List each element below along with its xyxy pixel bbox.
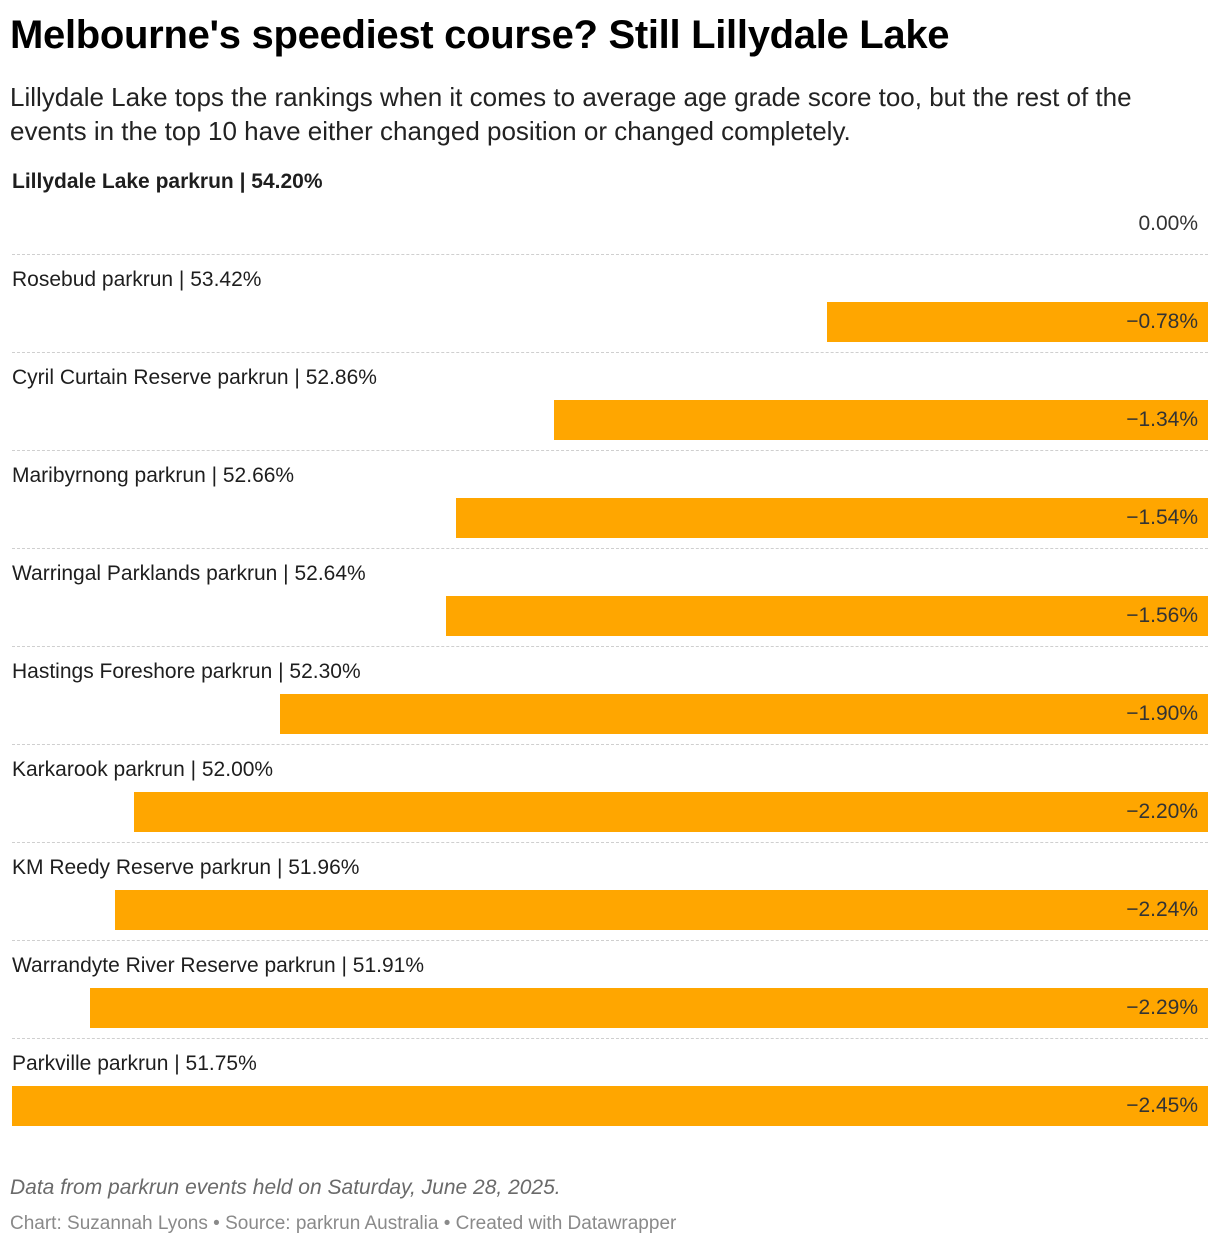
data-label: −2.29% (1126, 996, 1198, 1019)
category-label: Cyril Curtain Reserve parkrun | 52.86% (12, 366, 377, 389)
row-separator (12, 254, 1208, 255)
chart-note: Data from parkrun events held on Saturda… (10, 1176, 561, 1199)
chart-row: KM Reedy Reserve parkrun | 51.96% −2.24% (0, 846, 1220, 944)
chart-subtitle: Lillydale Lake tops the rankings when it… (10, 82, 1132, 146)
data-label: −2.45% (1126, 1094, 1198, 1117)
bar (456, 498, 1208, 538)
chart-row: Hastings Foreshore parkrun | 52.30% −1.90… (0, 650, 1220, 748)
chart-credits: Chart: Suzannah Lyons • Source: parkrun … (10, 1213, 677, 1234)
category-label: Rosebud parkrun | 53.42% (12, 268, 262, 291)
chart-row: Cyril Curtain Reserve parkrun | 52.86% −1… (0, 356, 1220, 454)
chart-row: Warrandyte River Reserve parkrun | 51.91… (0, 944, 1220, 1042)
bar (115, 890, 1208, 930)
category-label: Karkarook parkrun | 52.00% (12, 758, 274, 781)
data-label: −2.20% (1126, 800, 1198, 823)
bar (827, 302, 1208, 342)
bar (280, 694, 1208, 734)
category-label: Hastings Foreshore parkrun | 52.30% (12, 660, 361, 683)
bar (12, 1086, 1208, 1126)
bar (446, 596, 1208, 636)
chart-row: Maribyrnong parkrun | 52.66% −1.54% (0, 454, 1220, 552)
row-separator (12, 744, 1208, 745)
bar (134, 792, 1208, 832)
chart-title: Melbourne's speediest course? Still Lill… (10, 13, 950, 57)
category-label: KM Reedy Reserve parkrun | 51.96% (12, 856, 360, 879)
category-label: Parkville parkrun | 51.75% (12, 1052, 257, 1075)
bar (554, 400, 1208, 440)
category-label: Warrandyte River Reserve parkrun | 51.91… (12, 954, 425, 977)
data-label: 0.00% (1138, 212, 1198, 235)
data-label: −1.56% (1126, 604, 1198, 627)
data-label: −1.34% (1126, 408, 1198, 431)
data-label: −2.24% (1126, 898, 1198, 921)
category-label: Lillydale Lake parkrun | 54.20% (12, 170, 323, 193)
chart-row: Warringal Parklands parkrun | 52.64% −1.5… (0, 552, 1220, 650)
chart-row: Rosebud parkrun | 53.42% −0.78% (0, 258, 1220, 356)
chart-row: Lillydale Lake parkrun | 54.20% 0.00% (0, 160, 1220, 258)
row-separator (12, 1038, 1208, 1039)
data-label: −1.90% (1126, 702, 1198, 725)
category-label: Maribyrnong parkrun | 52.66% (12, 464, 295, 487)
bar-chart: Lillydale Lake parkrun | 54.20% 0.00% Rose… (0, 160, 1220, 1150)
bar (90, 988, 1208, 1028)
row-separator (12, 646, 1208, 647)
row-separator (12, 352, 1208, 353)
data-label: −1.54% (1126, 506, 1198, 529)
chart-row: Parkville parkrun | 51.75% −2.45% (0, 1042, 1220, 1140)
row-separator (12, 842, 1208, 843)
row-separator (12, 450, 1208, 451)
chart-row: Karkarook parkrun | 52.00% −2.20% (0, 748, 1220, 846)
row-separator (12, 548, 1208, 549)
data-label: −0.78% (1126, 310, 1198, 333)
category-label: Warringal Parklands parkrun | 52.64% (12, 562, 366, 585)
row-separator (12, 940, 1208, 941)
